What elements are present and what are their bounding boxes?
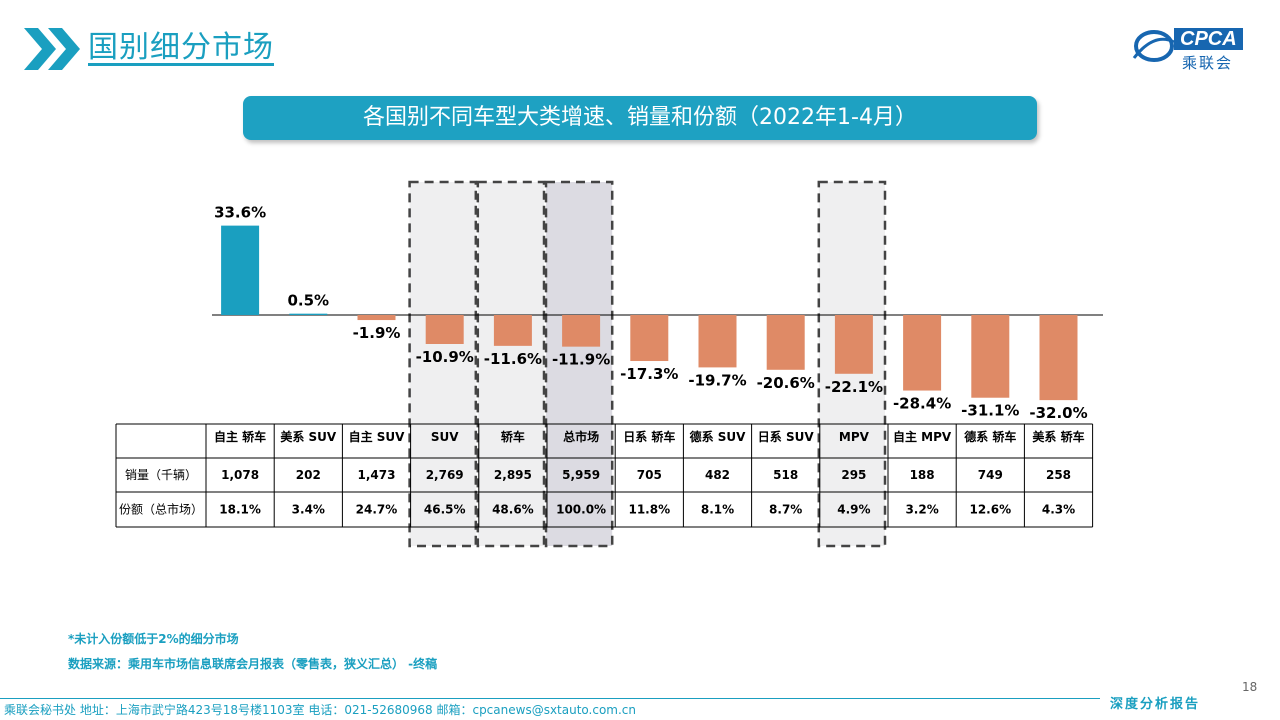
table-cell-0-总市场: 5,959 (562, 468, 600, 482)
table-cell-1-轿车: 48.6% (492, 503, 534, 517)
table-row-label-0: 销量（千辆） (125, 468, 197, 482)
bar-轿车 (493, 315, 532, 346)
table-cell-1-SUV: 46.5% (424, 503, 466, 517)
logo-cpca-text: CPCA (1174, 28, 1243, 50)
footer-divider (0, 698, 1100, 699)
table-header-日系-轿车: 日系 轿车 (623, 429, 675, 444)
table-header-美系-SUV: 美系 SUV (280, 429, 337, 444)
table-header-总市场: 总市场 (563, 429, 599, 444)
bar-MPV (834, 315, 873, 374)
report-tag: 深度分析报告 (1110, 697, 1201, 712)
bar-value-label-日系-SUV: -20.6% (757, 374, 815, 392)
bar-value-label-自主-MPV: -28.4% (893, 395, 951, 413)
bar-value-label-德系-轿车: -31.1% (961, 402, 1019, 420)
bar-美系-轿车 (1039, 315, 1078, 401)
highlight-box-总市场 (544, 180, 614, 548)
bar-德系-轿车 (971, 315, 1010, 398)
double-chevron-right-icon (24, 28, 80, 70)
table-header-德系-轿车: 德系 轿车 (964, 429, 1016, 444)
page-number: 18 (1242, 680, 1258, 694)
footnote-share: *未计入份额低于2%的细分市场 (68, 632, 239, 646)
highlight-box-轿车 (476, 180, 546, 548)
bar-自主-SUV (357, 315, 396, 321)
growth-bar-chart: 33.6% 0.5% -1.9% -10.9% -11.6% -11.9% -17.3% -1… (115, 180, 1103, 548)
bar-value-label-总市场: -11.9% (552, 351, 610, 369)
table-cell-1-美系-SUV: 3.4% (292, 503, 325, 517)
bar-自主-MPV (903, 315, 942, 391)
table-header-德系-SUV: 德系 SUV (690, 429, 747, 444)
table-header-美系-轿车: 美系 轿车 (1032, 429, 1084, 444)
bar-美系-SUV (289, 313, 328, 315)
table-cell-1-自主-MPV: 3.2% (905, 503, 938, 517)
table-cell-1-日系-轿车: 11.8% (628, 503, 670, 517)
bar-value-label-美系-轿车: -32.0% (1029, 404, 1087, 422)
bar-value-label-自主-SUV: -1.9% (353, 324, 401, 342)
bar-德系-SUV (698, 315, 737, 368)
table-cell-1-美系-轿车: 4.3% (1042, 503, 1075, 517)
highlight-box-SUV (408, 180, 478, 548)
footer-contact: 乘联会秘书处 地址：上海市武宁路423号18号楼1103室 电话：021-526… (4, 703, 637, 717)
table-cell-0-自主-轿车: 1,078 (221, 468, 259, 482)
bar-日系-轿车 (630, 315, 669, 362)
table-cell-0-日系-SUV: 518 (773, 468, 798, 482)
bar-日系-SUV (766, 315, 805, 370)
table-cell-0-德系-轿车: 749 (978, 468, 1003, 482)
bar-value-label-日系-轿车: -17.3% (620, 365, 678, 383)
logo-cn-text: 乘联会 (1182, 54, 1234, 72)
highlight-box-MPV (817, 180, 887, 548)
table-cell-0-MPV: 295 (841, 468, 866, 482)
bar-SUV (425, 315, 464, 344)
bar-总市场 (562, 315, 601, 347)
table-header-自主-SUV: 自主 SUV (349, 429, 406, 444)
table-cell-0-日系-轿车: 705 (637, 468, 662, 482)
table-cell-1-日系-SUV: 8.7% (769, 503, 802, 517)
table-cell-0-美系-轿车: 258 (1046, 468, 1071, 482)
page-title: 国别细分市场 (88, 30, 274, 65)
bar-value-label-美系-SUV: 0.5% (287, 292, 329, 310)
table-cell-1-德系-轿车: 12.6% (969, 503, 1011, 517)
table-cell-1-德系-SUV: 8.1% (701, 503, 734, 517)
bar-value-label-SUV: -10.9% (416, 348, 474, 366)
table-cell-1-总市场: 100.0% (556, 503, 606, 517)
bar-value-label-自主-轿车: 33.6% (214, 204, 266, 222)
table-cell-1-MPV: 4.9% (837, 503, 870, 517)
table-cell-0-德系-SUV: 482 (705, 468, 730, 482)
cpca-globe-icon (1132, 30, 1175, 62)
table-cell-0-自主-SUV: 1,473 (358, 468, 396, 482)
table-cell-1-自主-SUV: 24.7% (356, 503, 398, 517)
table-header-自主-轿车: 自主 轿车 (214, 429, 266, 444)
chart-banner-title: 各国别不同车型大类增速、销量和份额（2022年1-4月） (243, 96, 1037, 140)
table-cell-0-自主-MPV: 188 (910, 468, 935, 482)
table-cell-1-自主-轿车: 18.1% (219, 503, 261, 517)
bar-value-label-德系-SUV: -19.7% (688, 371, 746, 389)
table-header-日系-SUV: 日系 SUV (758, 429, 815, 444)
table-cell-0-美系-SUV: 202 (296, 468, 321, 482)
bar-value-label-MPV: -22.1% (825, 378, 883, 396)
table-header-轿车: 轿车 (501, 429, 525, 444)
table-cell-0-轿车: 2,895 (494, 468, 532, 482)
bar-自主-轿车 (221, 225, 260, 315)
footnote-source: 数据来源：乘用车市场信息联席会月报表（零售表，狭义汇总） -终稿 (68, 657, 438, 671)
table-row-label-1: 份额（总市场） (119, 502, 203, 517)
table-header-MPV: MPV (839, 430, 870, 444)
table-header-自主-MPV: 自主 MPV (893, 429, 952, 444)
cpca-logo: CPCA 乘联会 (1130, 22, 1260, 74)
table-cell-0-SUV: 2,769 (426, 468, 464, 482)
bar-value-label-轿车: -11.6% (484, 350, 542, 368)
table-header-SUV: SUV (431, 430, 459, 444)
